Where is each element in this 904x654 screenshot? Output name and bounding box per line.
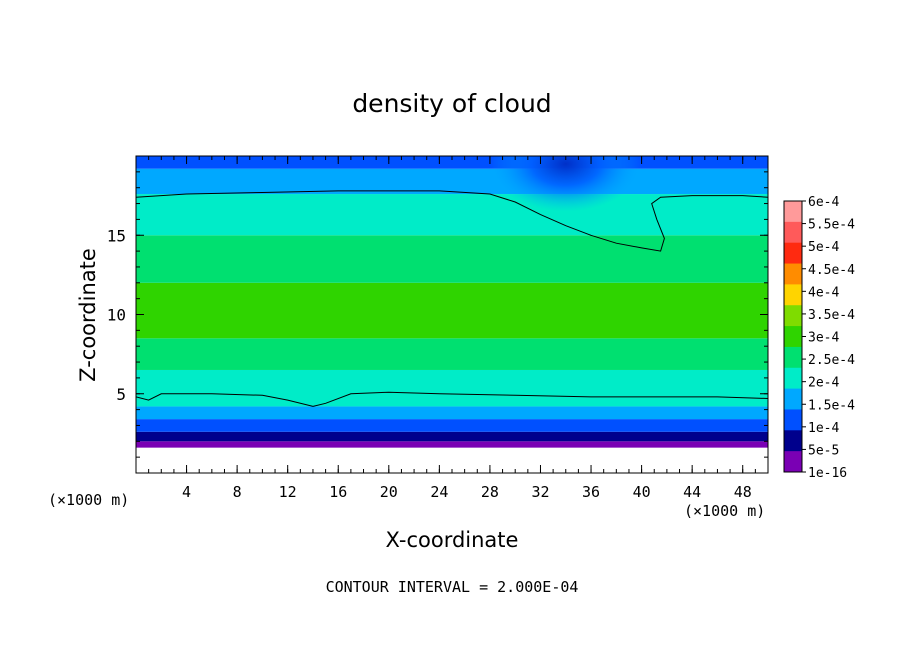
y-tick-label: 15 <box>107 226 126 245</box>
x-tick-label: 32 <box>531 483 549 501</box>
field-band <box>136 441 768 448</box>
x-tick-label: 28 <box>481 483 499 501</box>
contour-line <box>136 190 768 252</box>
x-tick-label: 8 <box>233 483 242 501</box>
colorbar-swatch <box>784 346 802 369</box>
colorbar-label: 5e-4 <box>808 240 839 255</box>
x-tick-label: 4 <box>182 483 191 501</box>
field-band <box>136 338 768 370</box>
field-band <box>136 406 768 420</box>
colorbar-label: 2.5e-4 <box>808 353 855 368</box>
x-tick-label: 44 <box>683 483 701 501</box>
field-band <box>136 194 768 236</box>
colorbar-label: 1.5e-4 <box>808 398 855 413</box>
colorbar-swatch <box>784 221 802 244</box>
colorbar-label: 4.5e-4 <box>808 263 855 278</box>
field-band <box>136 431 768 442</box>
y-tick-label: 10 <box>107 306 126 325</box>
field-band <box>136 419 768 432</box>
colorbar-swatch <box>784 242 802 265</box>
x-tick-label: 40 <box>633 483 651 501</box>
x-tick-label: 24 <box>430 483 448 501</box>
colorbar-swatch <box>784 201 802 223</box>
y-axis-label: Z-coordinate <box>76 248 100 382</box>
x-tick-label: 16 <box>329 483 347 501</box>
y-axis-ticks: 5 10 15 <box>107 171 768 458</box>
contour-line <box>136 391 768 407</box>
colorbar-swatch <box>784 451 802 473</box>
colorbar-swatch <box>784 388 802 410</box>
x-unit-label-left: (×1000 m) <box>48 491 129 509</box>
colorbar-swatch <box>784 305 802 327</box>
colorbar-label: 2e-4 <box>808 376 839 391</box>
x-tick-label: 20 <box>380 483 398 501</box>
contour-lines <box>136 190 768 407</box>
colorbar-label: 1e-4 <box>808 421 839 436</box>
density-field <box>136 156 768 473</box>
colorbar-swatch <box>784 263 802 285</box>
colorbar-label: 5.5e-4 <box>808 218 855 233</box>
x-tick-label: 12 <box>279 483 297 501</box>
colorbar: 6e-4 5.5e-4 5e-4 4.5e-4 4e-4 3.5e-4 3e-4 2.5e-4… <box>783 195 855 481</box>
colorbar-label: 5e-5 <box>808 443 839 458</box>
colorbar-swatch <box>784 409 802 431</box>
colorbar-label: 3.5e-4 <box>808 308 855 323</box>
colorbar-swatch <box>784 430 802 452</box>
x-axis-ticks: 4 8 12 16 20 24 28 32 36 40 44 48 <box>148 156 756 501</box>
colorbar-swatch <box>784 326 802 348</box>
colorbar-label: 6e-4 <box>808 195 839 210</box>
field-band <box>136 235 768 283</box>
contour-interval-note: CONTOUR INTERVAL = 2.000E-04 <box>326 578 579 596</box>
colorbar-label: 3e-4 <box>808 331 839 346</box>
colorbar-label: 4e-4 <box>808 285 839 300</box>
x-axis-label: X-coordinate <box>386 528 519 552</box>
field-band <box>136 369 768 407</box>
y-tick-label: 5 <box>116 385 126 404</box>
x-unit-label-right: (×1000 m) <box>684 502 765 520</box>
colorbar-swatch <box>784 367 802 390</box>
colorbar-label: 1e-16 <box>808 466 847 481</box>
chart-title: density of cloud <box>352 89 551 118</box>
field-band <box>136 168 768 195</box>
depletion-region <box>489 156 642 212</box>
colorbar-swatch <box>784 284 802 306</box>
field-band <box>136 282 768 339</box>
x-tick-label: 48 <box>734 483 752 501</box>
field-band <box>136 447 768 473</box>
x-tick-label: 36 <box>582 483 600 501</box>
